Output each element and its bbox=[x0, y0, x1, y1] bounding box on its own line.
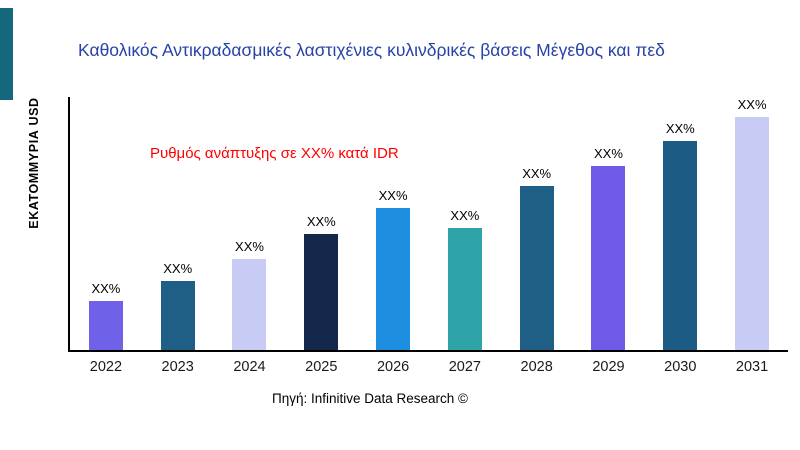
bar-2025 bbox=[304, 233, 339, 350]
y-axis-label: ΕΚΑΤΟΜΜΥΡΙΑ USD bbox=[27, 97, 41, 229]
bar-group-2024: XX% 2024 bbox=[214, 97, 284, 375]
x-tick-2028: 2028 bbox=[520, 359, 553, 375]
bar-value-label-2029: XX% bbox=[594, 145, 623, 161]
x-tick-2023: 2023 bbox=[161, 359, 194, 375]
bar-value-label-2023: XX% bbox=[163, 261, 193, 277]
bar-2031 bbox=[735, 117, 770, 350]
x-tick-2024: 2024 bbox=[233, 359, 266, 375]
x-tick-2022: 2022 bbox=[89, 359, 123, 375]
bar-group-2026: XX% 2026 bbox=[358, 97, 428, 375]
bar-value-label-2025: XX% bbox=[306, 213, 336, 229]
bar-2026 bbox=[376, 208, 411, 350]
accent-stripe bbox=[0, 8, 13, 100]
bar-group-2028: XX% 2028 bbox=[502, 97, 572, 375]
x-tick-2027: 2027 bbox=[448, 359, 481, 375]
bar-2028 bbox=[519, 186, 554, 350]
plot-area: XX% 2022 XX% 2023 XX% 2024 XX% 2025 XX% 2026 XX% 20… bbox=[68, 97, 788, 375]
bar-group-2023: XX% 2023 bbox=[143, 97, 213, 375]
bar-group-2031: XX% 2031 bbox=[717, 97, 787, 375]
bar-value-label-2026: XX% bbox=[378, 188, 408, 204]
chart-title: Καθολικός Αντικραδασμικές λαστιχένιες κυ… bbox=[78, 40, 665, 60]
x-tick-2030: 2030 bbox=[664, 359, 697, 375]
bar-group-2022: XX% 2022 bbox=[71, 97, 141, 375]
bar-value-label-2022: XX% bbox=[91, 281, 121, 297]
growth-annotation: Ρυθμός ανάπτυξης σε XX% κατά IDR bbox=[150, 145, 399, 162]
x-tick-2026: 2026 bbox=[376, 359, 410, 375]
x-tick-2025: 2025 bbox=[305, 359, 338, 375]
bar-group-2030: XX% 2030 bbox=[645, 97, 715, 375]
x-tick-2031: 2031 bbox=[735, 359, 769, 375]
source-caption: Πηγή: Infinitive Data Research © bbox=[271, 391, 469, 406]
bar-group-2029: XX% 2029 bbox=[573, 97, 643, 375]
x-tick-2029: 2029 bbox=[592, 359, 625, 375]
bar-value-label-2031: XX% bbox=[737, 97, 767, 113]
bar-value-label-2030: XX% bbox=[665, 120, 695, 136]
bar-2023 bbox=[160, 281, 195, 350]
bar-2024 bbox=[232, 258, 267, 350]
bar-group-2027: XX% 2027 bbox=[430, 97, 500, 375]
bar-2022 bbox=[88, 301, 123, 350]
bar-2027 bbox=[447, 227, 482, 350]
bar-group-2025: XX% 2025 bbox=[286, 97, 356, 375]
bar-value-label-2027: XX% bbox=[450, 207, 480, 223]
bar-value-label-2024: XX% bbox=[235, 238, 264, 254]
bar-value-label-2028: XX% bbox=[522, 166, 552, 182]
bar-2030 bbox=[663, 140, 698, 350]
bar-2029 bbox=[591, 165, 626, 350]
